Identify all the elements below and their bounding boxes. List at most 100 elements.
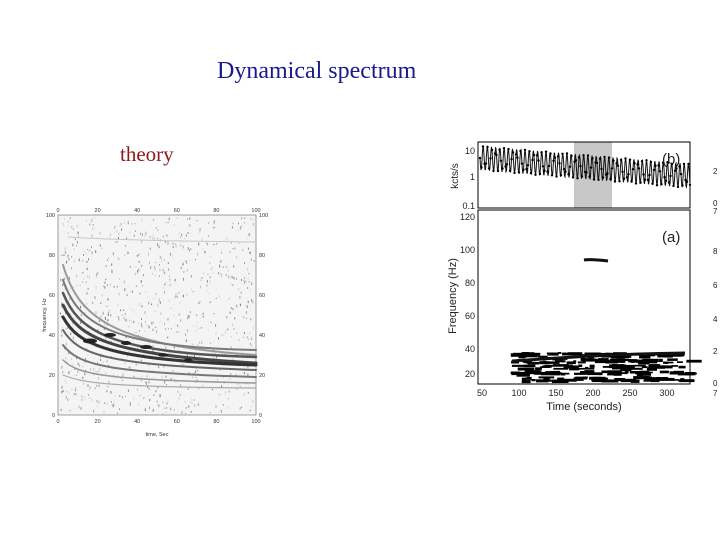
- noise-speck: [102, 360, 104, 364]
- noise-band-segment: [638, 361, 649, 365]
- noise-speck: [88, 389, 90, 391]
- noise-speck: [228, 275, 230, 279]
- noise-speck: [184, 401, 186, 403]
- lightcurve-point: [600, 167, 603, 171]
- noise-speck: [164, 240, 166, 243]
- noise-band-segment: [511, 371, 526, 376]
- noise-speck: [143, 397, 145, 399]
- noise-band-segment: [569, 367, 580, 371]
- noise-band-segment: [630, 379, 640, 383]
- lightcurve-point: [532, 153, 536, 157]
- noise-speck: [170, 407, 172, 411]
- noise-speck: [213, 221, 215, 224]
- noise-speck: [111, 269, 113, 271]
- dynspec-x-axis-label: Time (seconds): [546, 401, 621, 413]
- noise-speck: [96, 273, 97, 276]
- noise-speck: [243, 316, 245, 319]
- noise-speck: [134, 230, 136, 232]
- edge-tick: 2: [713, 167, 718, 176]
- lightcurve-point: [619, 158, 623, 162]
- noise-speck: [241, 279, 242, 281]
- noise-band-segment: [648, 364, 661, 368]
- noise-speck: [248, 233, 250, 236]
- blob: [184, 358, 192, 362]
- noise-speck: [173, 224, 175, 227]
- lightcurve-point: [681, 184, 684, 187]
- noise-speck: [187, 218, 188, 220]
- noise-speck: [123, 309, 125, 311]
- noise-speck: [106, 359, 108, 363]
- noise-speck: [144, 311, 146, 314]
- noise-speck: [118, 316, 119, 318]
- noise-speck: [158, 366, 160, 369]
- noise-speck: [166, 384, 168, 386]
- noise-speck: [149, 398, 151, 402]
- noise-speck: [105, 372, 107, 374]
- noise-speck: [185, 234, 187, 237]
- lightcurve-point: [667, 181, 671, 184]
- lightcurve-point: [612, 159, 615, 162]
- noise-speck: [190, 275, 192, 278]
- noise-speck: [119, 394, 121, 398]
- noise-speck: [202, 399, 204, 401]
- noise-speck: [138, 330, 140, 332]
- noise-speck: [206, 290, 208, 292]
- noise-speck: [182, 245, 184, 249]
- noise-speck: [105, 336, 107, 340]
- noise-speck: [138, 254, 140, 256]
- noise-band-segment: [612, 364, 625, 366]
- noise-speck: [244, 241, 246, 244]
- noise-speck: [241, 225, 242, 228]
- lightcurve-point: [528, 150, 531, 153]
- noise-speck: [247, 278, 249, 280]
- noise-speck: [123, 317, 125, 319]
- noise-speck: [155, 227, 157, 229]
- lightcurve-point: [508, 169, 512, 172]
- noise-speck: [120, 223, 122, 225]
- lightcurve-point: [601, 176, 605, 179]
- lightcurve-point: [550, 174, 554, 177]
- noise-speck: [202, 384, 204, 388]
- lightcurve-point: [673, 169, 677, 172]
- noise-band-segment: [591, 379, 598, 382]
- noise-speck: [109, 283, 111, 286]
- noise-speck: [208, 235, 209, 237]
- noise-speck: [106, 284, 108, 286]
- noise-speck: [129, 266, 131, 268]
- noise-speck: [99, 367, 101, 370]
- noise-speck: [221, 385, 223, 388]
- noise-speck: [152, 328, 154, 331]
- noise-speck: [148, 406, 150, 410]
- noise-speck: [138, 268, 140, 271]
- noise-speck: [84, 250, 86, 253]
- lightcurve-point: [664, 179, 668, 182]
- lightcurve-point: [570, 154, 573, 158]
- noise-speck: [87, 249, 88, 251]
- noise-speck: [107, 364, 109, 367]
- noise-speck: [177, 324, 179, 327]
- noise-speck: [89, 276, 90, 279]
- noise-speck: [143, 348, 145, 352]
- noise-band-segment: [635, 364, 646, 367]
- noise-band-segment: [624, 364, 636, 367]
- noise-speck: [66, 260, 68, 264]
- dynspec-y-tick: 120: [460, 212, 475, 222]
- noise-speck: [247, 287, 249, 289]
- noise-band-segment: [560, 364, 566, 367]
- noise-band-segment: [626, 367, 643, 370]
- noise-speck: [136, 254, 138, 257]
- noise-speck: [178, 292, 180, 294]
- noise-speck: [128, 350, 130, 353]
- noise-speck: [75, 245, 77, 247]
- noise-speck: [141, 219, 143, 222]
- lightcurve-point: [624, 157, 627, 160]
- noise-speck: [76, 356, 78, 360]
- noise-speck: [235, 277, 237, 280]
- noise-speck: [242, 351, 244, 354]
- noise-speck: [61, 330, 62, 333]
- noise-speck: [179, 241, 181, 243]
- noise-speck: [124, 254, 126, 256]
- noise-speck: [140, 379, 142, 382]
- noise-speck: [251, 282, 253, 286]
- noise-speck: [251, 336, 253, 339]
